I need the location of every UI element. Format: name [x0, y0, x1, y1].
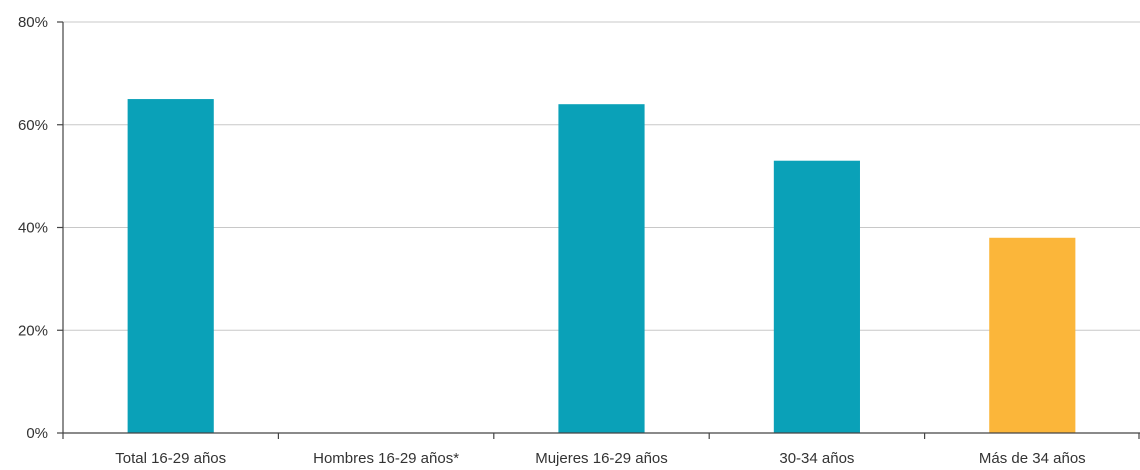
bar	[773, 160, 860, 433]
bar	[558, 104, 645, 433]
y-tick-label: 0%	[26, 425, 48, 442]
label-layer: 0% 20% 40% 60% 80% Total 16-29 años Hombres 16…	[18, 14, 1086, 467]
bar	[127, 99, 214, 433]
x-category-label: 30-34 años	[779, 450, 854, 467]
x-category-label: Más de 34 años	[979, 450, 1086, 467]
axis-layer	[57, 21, 1140, 439]
y-tick-label: 80%	[18, 14, 48, 31]
bar-layer	[127, 99, 1076, 433]
y-tick-label: 40%	[18, 220, 48, 237]
x-category-label: Mujeres 16-29 años	[535, 450, 668, 467]
bar	[989, 237, 1076, 433]
y-tick-label: 60%	[18, 117, 48, 134]
y-tick-label: 20%	[18, 322, 48, 339]
x-category-label: Total 16-29 años	[115, 450, 226, 467]
x-category-label: Hombres 16-29 años*	[313, 450, 459, 467]
